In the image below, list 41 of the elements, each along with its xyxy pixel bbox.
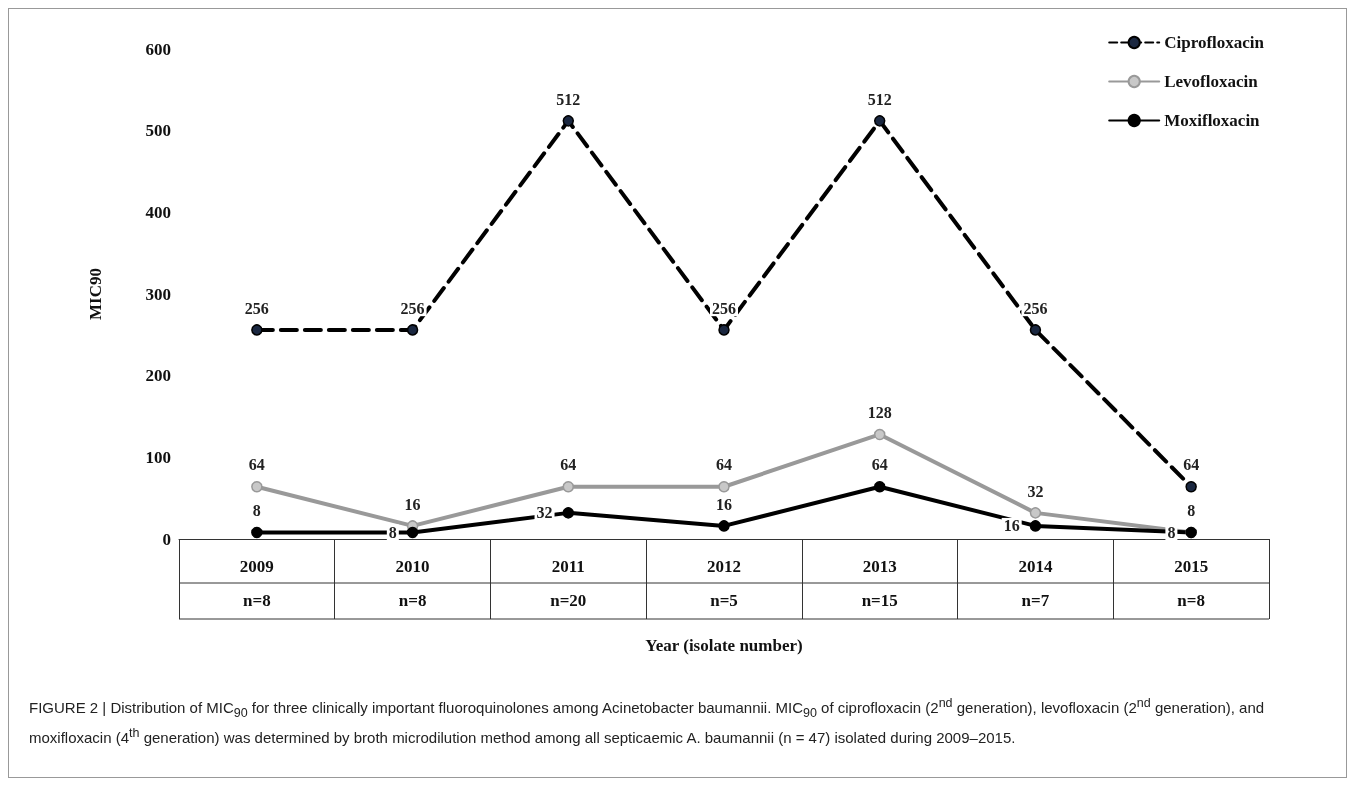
y-tick-label: 300 xyxy=(145,284,171,304)
legend-label: Moxifloxacin xyxy=(1164,111,1261,130)
data-label: 8 xyxy=(252,502,261,520)
data-label: 8 xyxy=(388,523,397,541)
x-tick-label: 2013 n=15 xyxy=(861,556,898,610)
legend-label: Ciprofloxacin xyxy=(1164,33,1265,52)
data-label: 256 xyxy=(712,299,736,317)
data-label: 8 xyxy=(1167,523,1176,541)
text: FIGURE 2 | Distribution of MIC$_{90}$ for three clinically important fluoroquinolones among Acinetobacter baumannii. MIC$_{90}$ of ciprofloxacin (2$^{nd}$ generation), levofloxacin (2$^{nd}$ generation), and moxifloxacin (4$^{th}$ generation) was determined by broth microdilution method among all septicaemic A. baumannii (n = 47) isolated during 2009–2015. xyxy=(29,696,1265,746)
data-label: 16 xyxy=(404,495,421,513)
data-label: 8 xyxy=(1187,502,1196,520)
data-label: 32 xyxy=(536,504,553,522)
y-tick-label: 100 xyxy=(145,447,171,467)
legend-label: Levofloxacin xyxy=(1164,72,1259,91)
data-label: 256 xyxy=(400,299,425,317)
x-tick-label: 2009 n=8 xyxy=(239,556,274,610)
y-tick-label: 600 xyxy=(145,39,171,59)
data-label: 64 xyxy=(871,456,888,474)
y-tick-label: 500 xyxy=(145,121,171,141)
data-label: 256 xyxy=(244,299,269,317)
data-label: 64 xyxy=(560,456,577,474)
data-label: 64 xyxy=(248,456,265,474)
data-label: 16 xyxy=(716,495,732,513)
data-label: 512 xyxy=(556,90,581,108)
y-tick-label: 200 xyxy=(145,366,171,386)
data-label: 512 xyxy=(867,90,892,108)
data-label: 64 xyxy=(716,456,732,474)
y-axis-title: MIC90 xyxy=(86,268,105,320)
x-tick-label: 2011 n=20 xyxy=(550,556,587,610)
x-axis-title: Year (isolate number) xyxy=(645,636,803,655)
data-label: 256 xyxy=(1023,299,1048,317)
x-tick-label: 2014 n=7 xyxy=(1018,556,1053,610)
data-label: 16 xyxy=(1003,517,1020,535)
y-tick-label: 0 xyxy=(162,529,171,549)
y-tick-label: 400 xyxy=(145,202,171,222)
x-tick-label: 2015 n=8 xyxy=(1174,556,1209,610)
data-label: 128 xyxy=(867,404,892,422)
x-tick-label: 2010 n=8 xyxy=(395,556,430,610)
data-label: 64 xyxy=(1183,456,1200,474)
data-label: 32 xyxy=(1027,482,1044,500)
x-tick-label: 2012 n=5 xyxy=(707,556,741,610)
